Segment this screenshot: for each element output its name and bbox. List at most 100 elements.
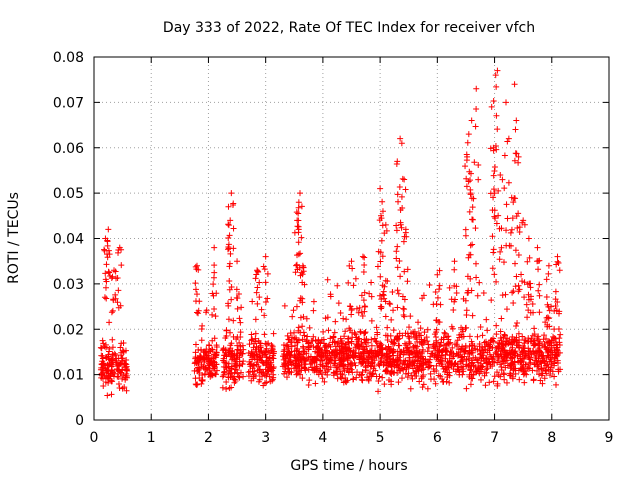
data-point [460, 358, 467, 364]
data-point [289, 313, 296, 320]
data-point [287, 359, 294, 366]
data-point [523, 368, 530, 375]
data-point [425, 344, 432, 351]
data-point [226, 286, 233, 293]
data-point [281, 302, 288, 309]
data-point [336, 364, 343, 371]
data-point [518, 271, 525, 278]
data-point [379, 291, 386, 298]
data-point [222, 359, 229, 366]
data-point [358, 359, 365, 366]
data-point [371, 363, 378, 370]
data-point [493, 278, 500, 285]
data-point [509, 344, 516, 351]
data-point [123, 365, 130, 372]
data-point [478, 354, 485, 361]
data-point [316, 351, 323, 358]
data-point [493, 83, 500, 90]
data-point [397, 360, 404, 367]
data-point [360, 297, 367, 304]
data-point [398, 193, 405, 200]
data-point [232, 360, 239, 367]
data-point [106, 319, 113, 326]
data-point [284, 348, 291, 355]
data-point [253, 361, 260, 368]
data-point [253, 289, 260, 296]
data-point [398, 224, 405, 231]
data-point [103, 278, 110, 285]
data-point [297, 190, 303, 197]
data-point [451, 258, 458, 265]
data-point [348, 258, 355, 265]
data-point [237, 369, 244, 376]
data-point [536, 309, 543, 316]
data-point [192, 341, 199, 348]
data-point [358, 376, 365, 383]
data-point [337, 374, 344, 381]
x-tick-label: 5 [376, 430, 385, 446]
data-point [493, 351, 500, 358]
data-point [299, 271, 306, 278]
data-point [122, 360, 129, 367]
data-point [526, 254, 533, 261]
data-point [377, 359, 384, 366]
data-point [511, 157, 518, 164]
data-point [262, 347, 269, 354]
data-point [521, 279, 528, 286]
data-point [514, 225, 521, 232]
data-point [228, 296, 235, 303]
data-point [393, 161, 400, 168]
data-point [508, 355, 515, 362]
data-point [433, 362, 440, 369]
data-point [306, 377, 313, 384]
data-point [503, 99, 509, 106]
data-point [437, 301, 444, 308]
data-point [399, 375, 406, 382]
data-point [492, 215, 499, 222]
data-point [525, 235, 532, 242]
data-point [494, 126, 501, 133]
data-point [377, 340, 384, 347]
data-point [359, 358, 366, 365]
data-point [501, 332, 508, 339]
data-point [194, 354, 201, 361]
data-point [384, 324, 391, 331]
data-point [424, 348, 431, 355]
data-point [100, 382, 107, 389]
data-point [503, 201, 510, 208]
data-point [366, 290, 373, 297]
data-point [488, 297, 495, 304]
data-point [395, 342, 402, 349]
data-point [525, 348, 532, 355]
data-point [419, 355, 426, 362]
data-point [234, 305, 241, 312]
data-point [386, 300, 393, 307]
data-point [234, 370, 241, 377]
data-point [359, 312, 366, 319]
data-point [427, 370, 434, 377]
data-point [390, 347, 397, 354]
data-point [441, 368, 448, 375]
data-point [441, 329, 448, 336]
data-point [194, 381, 201, 388]
data-point [397, 219, 404, 226]
data-point [513, 323, 520, 330]
data-point [102, 270, 109, 277]
data-point [521, 379, 528, 386]
data-point [446, 379, 453, 386]
data-point [497, 373, 504, 380]
data-point [295, 226, 302, 233]
data-point [454, 366, 461, 373]
data-point [112, 358, 119, 365]
data-point [346, 345, 353, 352]
data-point [491, 190, 498, 197]
data-point [404, 330, 411, 337]
data-point [324, 348, 331, 355]
data-point [262, 299, 269, 306]
data-point [401, 233, 408, 240]
data-point [411, 328, 418, 335]
data-point [448, 349, 455, 356]
data-point [513, 213, 520, 220]
data-point [371, 335, 378, 342]
data-point [381, 353, 388, 360]
